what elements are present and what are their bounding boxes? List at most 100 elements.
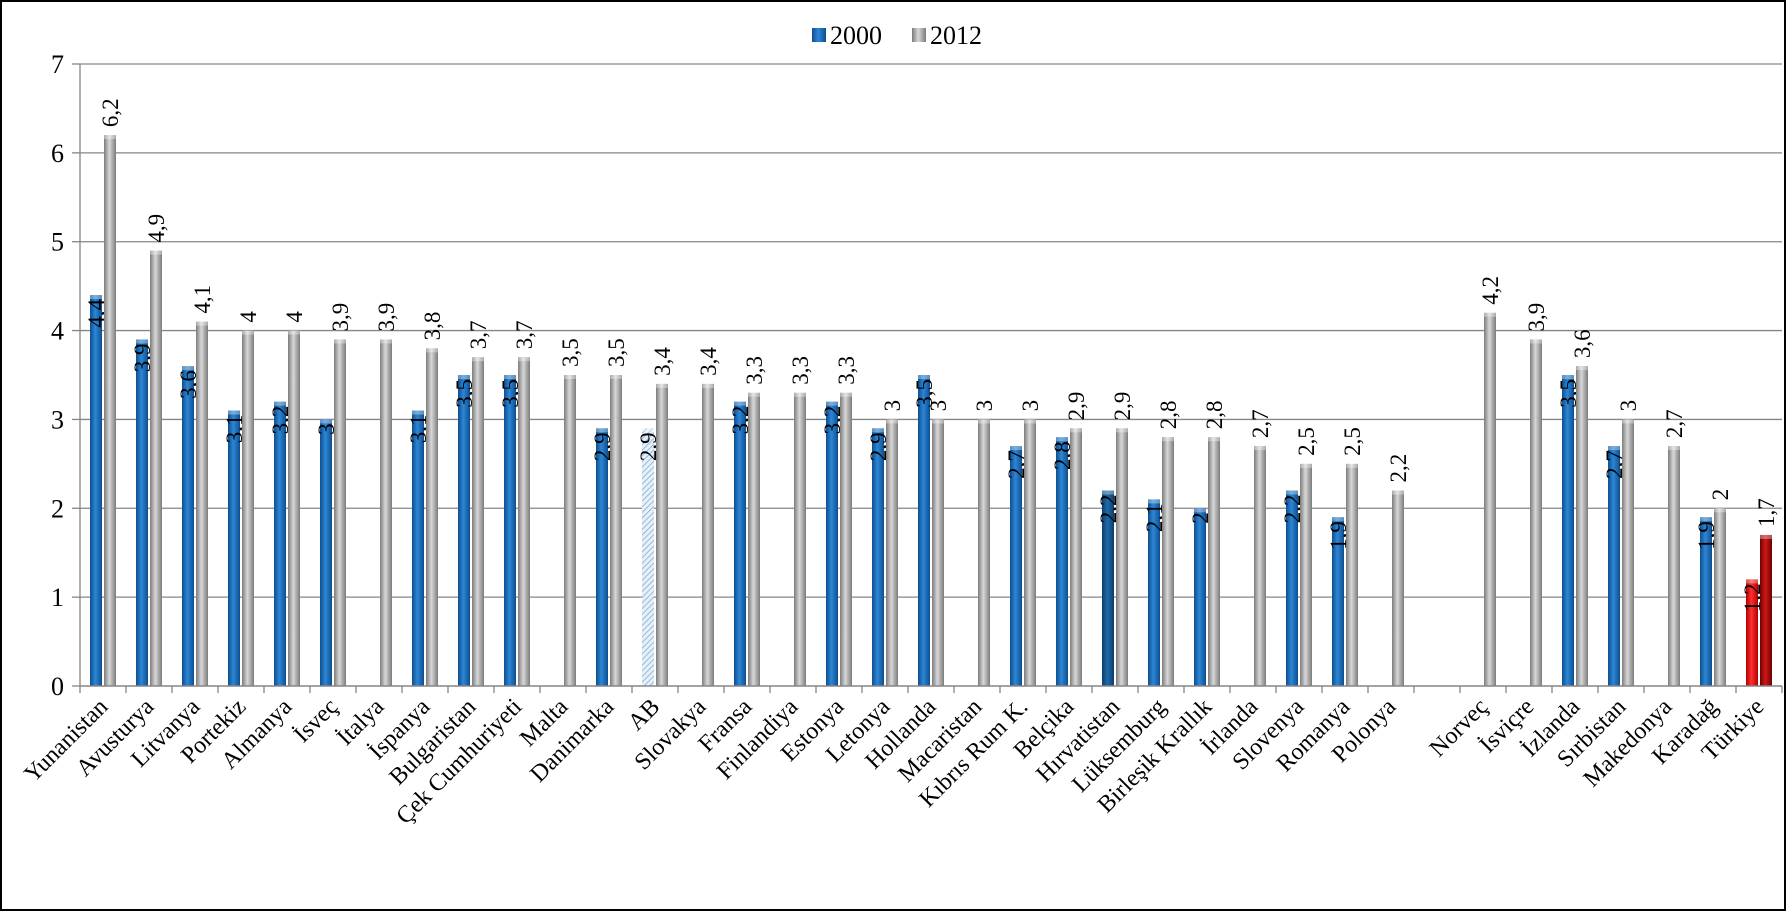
bar-bevel — [518, 357, 530, 362]
bar-2012 — [518, 357, 530, 686]
data-label: 1,7 — [1754, 498, 1779, 527]
data-label: 4,2 — [1478, 276, 1503, 305]
bar-bevel — [840, 392, 852, 397]
bar-bevel — [242, 330, 254, 335]
data-label: 3,8 — [420, 312, 445, 341]
bar-2012 — [610, 375, 622, 686]
data-label: 2,5 — [1340, 427, 1365, 456]
data-label: 3,5 — [912, 379, 937, 408]
y-tick-label: 6 — [51, 139, 64, 168]
bar-2012 — [1254, 446, 1266, 686]
data-label: 3,9 — [328, 303, 353, 332]
bar-bevel — [1148, 499, 1160, 504]
bar-2012 — [242, 330, 254, 686]
bar-2012 — [1162, 437, 1174, 686]
bar-2000 — [872, 428, 884, 686]
bar-bevel — [886, 419, 898, 424]
bar-2012 — [1024, 419, 1036, 686]
bar-2012 — [932, 419, 944, 686]
data-label: 3,7 — [466, 320, 491, 349]
bar-bevel — [826, 401, 838, 406]
data-label: 2,8 — [1156, 400, 1181, 429]
bar-bevel — [794, 392, 806, 397]
bar-2000 — [228, 410, 240, 686]
bar-bevel — [1530, 339, 1542, 344]
bar-2012 — [1346, 463, 1358, 686]
bar-2012 — [426, 348, 438, 686]
bar-bevel — [182, 366, 194, 371]
bar-2000 — [1056, 437, 1068, 686]
data-label: 4,9 — [144, 214, 169, 243]
data-label: 2,9 — [1064, 392, 1089, 421]
bar-bevel — [748, 392, 760, 397]
data-label: 4 — [236, 311, 261, 323]
bar-bevel — [1010, 446, 1022, 451]
bar-2000 — [1608, 446, 1620, 686]
bar-bevel — [1562, 375, 1574, 379]
data-label: 2,8 — [1202, 400, 1227, 429]
bar-bevel — [932, 419, 944, 424]
bar-2012 — [1484, 312, 1496, 686]
legend-label-2000: 2000 — [830, 21, 882, 50]
y-tick-label: 4 — [51, 317, 64, 346]
bar-2000 — [826, 401, 838, 686]
data-label: 2,7 — [1248, 409, 1273, 438]
bar-2000 — [90, 295, 102, 686]
bar-2000 — [412, 410, 424, 686]
bar-2000 — [1332, 517, 1344, 686]
bar-2000 — [1102, 490, 1114, 686]
bar-bevel — [1392, 490, 1404, 495]
data-label: 3,3 — [742, 356, 767, 385]
bar-2012 — [978, 419, 990, 686]
bar-2012 — [150, 250, 162, 686]
bar-2012 — [334, 339, 346, 686]
bar-2012 — [1622, 419, 1634, 686]
bar-bevel — [1056, 437, 1068, 442]
data-label: 3,9 — [374, 303, 399, 332]
bar-2000 — [458, 375, 470, 686]
bar-2012 — [288, 330, 300, 686]
bar-2012 — [794, 392, 806, 686]
bar-2000 — [1746, 579, 1758, 686]
bar-bevel — [320, 419, 332, 424]
bar-bevel — [426, 348, 438, 353]
bar-bevel — [1700, 517, 1712, 522]
bar-2012 — [1714, 508, 1726, 686]
bar-bevel — [412, 410, 424, 415]
bar-2000 — [1562, 375, 1574, 686]
y-tick-label: 7 — [51, 50, 64, 79]
legend: 2000 2012 — [812, 21, 982, 50]
bar-2000 — [320, 419, 332, 686]
bar-bevel — [1760, 534, 1772, 539]
data-label: 3 — [1616, 400, 1641, 412]
bar-bevel — [1116, 428, 1128, 433]
bar-bevel — [1746, 579, 1758, 584]
data-label: 3,9 — [1524, 303, 1549, 332]
bar-2012 — [748, 392, 760, 686]
y-tick-label: 3 — [51, 405, 64, 434]
bar-2012 — [1668, 446, 1680, 686]
data-label: 4 — [282, 311, 307, 323]
bar-bevel — [1194, 508, 1206, 513]
bar-bevel — [458, 375, 470, 379]
bar-2000 — [918, 375, 930, 686]
bar-bevel — [1286, 490, 1298, 495]
bar-bevel — [918, 375, 930, 379]
bar-2012 — [1530, 339, 1542, 686]
data-label: 6,2 — [98, 98, 123, 127]
data-label: 2,9 — [1110, 392, 1135, 421]
bar-2000 — [504, 375, 516, 686]
bar-bevel — [610, 375, 622, 379]
bar-bevel — [228, 410, 240, 415]
bar-bevel — [1668, 446, 1680, 451]
bar-2012 — [656, 383, 668, 686]
data-label: 2,7 — [1662, 409, 1687, 438]
bar-bevel — [380, 339, 392, 344]
bar-bevel — [1346, 463, 1358, 468]
bar-bevel — [642, 428, 654, 433]
data-label: 3,3 — [788, 356, 813, 385]
data-label: 3,4 — [696, 347, 721, 376]
data-label: 3 — [314, 423, 339, 435]
